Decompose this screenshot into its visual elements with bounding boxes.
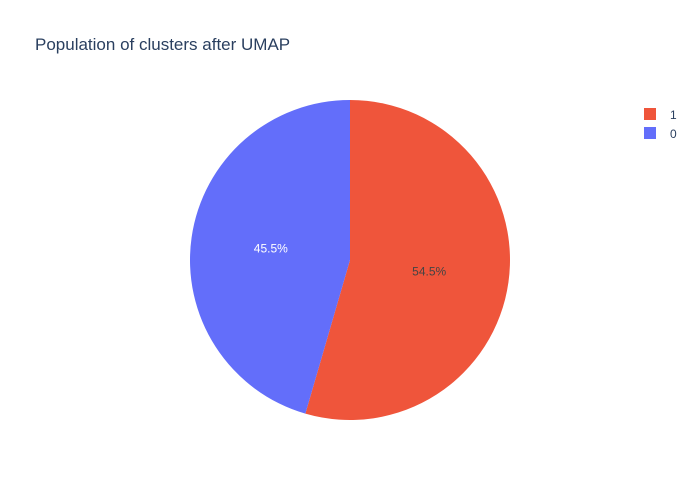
legend-label-1: 1: [670, 108, 677, 122]
legend-item-0[interactable]: 0: [644, 127, 677, 141]
pie-slices: [189, 100, 510, 421]
chart-title: Population of clusters after UMAP: [35, 35, 290, 54]
legend-swatch-1: [644, 108, 656, 120]
pie-slice-label-0: 45.5%: [254, 242, 288, 256]
legend-swatch-0: [644, 127, 656, 139]
legend-label-0: 0: [670, 127, 677, 141]
pie-slice-0[interactable]: [189, 100, 350, 414]
pie-slice-label-1: 54.5%: [412, 264, 446, 278]
pie-slice-labels: 54.5% 45.5%: [254, 242, 447, 279]
pie-slice-1[interactable]: [305, 100, 510, 421]
legend: 10: [644, 108, 677, 141]
legend-item-1[interactable]: 1: [644, 108, 677, 122]
